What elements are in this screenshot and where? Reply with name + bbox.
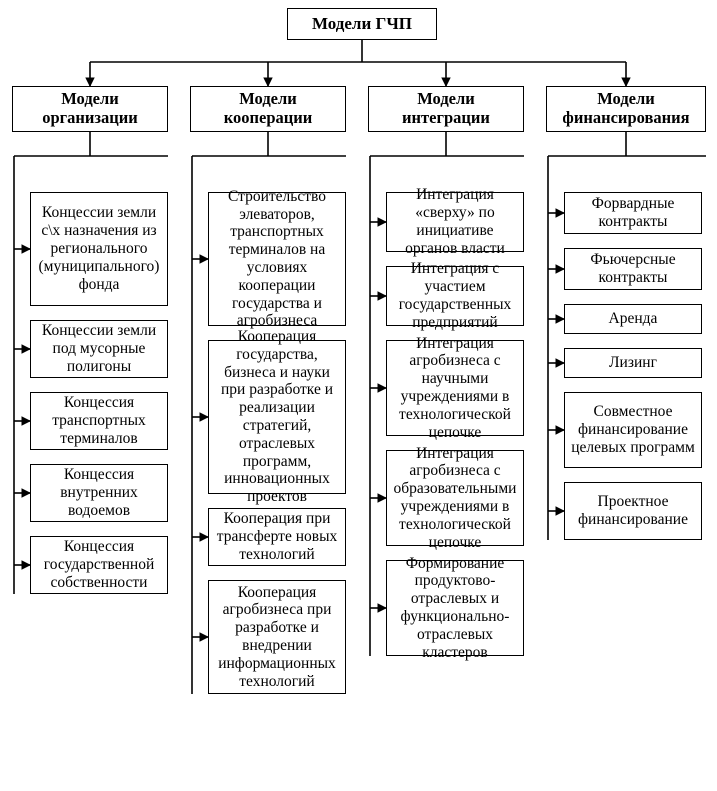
leaf-int-2: Интеграция с участием государственных пр… xyxy=(386,266,524,326)
leaf-coop-2: Кооперация государства, бизнеса и науки … xyxy=(208,340,346,494)
leaf-int-5: Формирование продуктово-отраслевых и фун… xyxy=(386,560,524,656)
leaf-fin-4: Лизинг xyxy=(564,348,702,378)
leaf-org-2: Концессии земли под мусорные полигоны xyxy=(30,320,168,378)
branch-financing: Модели финансирования xyxy=(546,86,706,132)
root-node: Модели ГЧП xyxy=(287,8,437,40)
leaf-org-1: Концессии земли с\х назначения из регион… xyxy=(30,192,168,306)
leaf-fin-2: Фьючерсные контракты xyxy=(564,248,702,290)
leaf-int-4: Интеграция агробизнеса с образовательным… xyxy=(386,450,524,546)
branch-integration: Модели интеграции xyxy=(368,86,524,132)
leaf-fin-1: Форвардные контракты xyxy=(564,192,702,234)
leaf-int-1: Интеграция «сверху» по инициативе органо… xyxy=(386,192,524,252)
leaf-org-3: Концессия транспортных терминалов xyxy=(30,392,168,450)
leaf-fin-5: Совместное финансирование целевых програ… xyxy=(564,392,702,468)
leaf-coop-3: Кооперация при трансферте новых технолог… xyxy=(208,508,346,566)
leaf-int-3: Интеграция агробизнеса с научными учрежд… xyxy=(386,340,524,436)
leaf-org-5: Концессия государственной собственности xyxy=(30,536,168,594)
leaf-fin-6: Проектное финансирование xyxy=(564,482,702,540)
branch-organization: Модели организации xyxy=(12,86,168,132)
branch-cooperation: Модели кооперации xyxy=(190,86,346,132)
leaf-fin-3: Аренда xyxy=(564,304,702,334)
leaf-coop-1: Строительство элеваторов, транспортных т… xyxy=(208,192,346,326)
leaf-coop-4: Кооперация агробизнеса при разработке и … xyxy=(208,580,346,694)
leaf-org-4: Концессия внутренних водоемов xyxy=(30,464,168,522)
